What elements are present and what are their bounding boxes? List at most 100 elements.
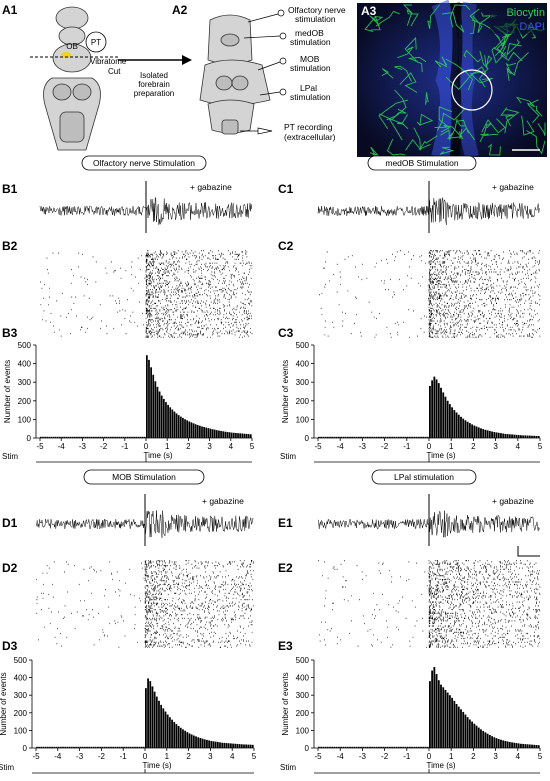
stim-indicator: Stim (2, 452, 252, 463)
title-mob: MOB Stimulation (112, 472, 176, 482)
baseline-bar (51, 746, 54, 748)
biocytin-fiber (439, 146, 455, 155)
histogram-bar (182, 729, 184, 748)
baseline-bar (426, 746, 429, 748)
biocytin-fiber (407, 56, 427, 73)
histogram-bar (238, 744, 241, 748)
baseline-bar (143, 436, 146, 438)
baseline-bar (406, 746, 409, 748)
baseline-bar (40, 436, 42, 438)
histogram-bar (491, 431, 493, 438)
histogram-bar (166, 714, 169, 748)
baseline-bar (344, 746, 347, 748)
y-axis-label: Number of events (281, 672, 290, 735)
histogram-bar (528, 744, 531, 748)
biocytin-fiber (463, 49, 481, 63)
baseline-bar (68, 746, 71, 748)
histogram-bar (232, 432, 235, 438)
biocytin-fiber (438, 106, 453, 133)
histogram-bar (535, 435, 538, 438)
baseline-bar (375, 436, 378, 438)
raster-ticks (40, 250, 253, 338)
arrow-head (182, 55, 192, 65)
baseline-bar (81, 746, 84, 748)
histogram-bar (511, 742, 513, 748)
baseline-bar (93, 436, 95, 438)
pt-marker (61, 52, 71, 58)
stim-label: Stim (2, 452, 18, 461)
baseline-bar (424, 746, 427, 748)
histogram-bar (196, 424, 199, 438)
title-medob: medOB Stimulation (385, 158, 458, 168)
histogram-bar (477, 727, 480, 748)
baseline-bar (46, 436, 49, 438)
histogram-bar (493, 432, 496, 438)
histogram-bar (520, 743, 522, 748)
histogram-bar (220, 430, 222, 438)
baseline-bar (64, 746, 67, 748)
biocytin-fiber (399, 72, 418, 93)
histogram-bar (453, 700, 456, 748)
baseline-bar (369, 746, 371, 748)
histogram-bar (230, 432, 233, 438)
histogram-bar (513, 434, 516, 438)
baseline-bar (400, 436, 402, 438)
histogram-bar (239, 433, 242, 438)
biocytin-fiber (369, 146, 379, 156)
stim-indicator: Stim (0, 763, 254, 774)
x-tick-label: 0 (144, 442, 149, 451)
micrograph-a3 (357, 0, 547, 160)
baseline-bar (411, 746, 414, 748)
histogram-bar (165, 402, 167, 438)
x-tick-label: -3 (79, 442, 87, 451)
y-tick-label: 0 (23, 744, 28, 753)
histogram-bar (495, 738, 498, 748)
label-ob: OB (66, 42, 78, 51)
x-tick-label: 3 (207, 442, 212, 451)
biocytin-fiber (487, 143, 501, 156)
stim-label: Stim (280, 763, 296, 772)
histogram-bar (192, 735, 195, 748)
y-tick-label: 200 (14, 709, 28, 718)
baseline-bar (137, 436, 140, 438)
histogram-bar (203, 739, 206, 748)
title-box-medob (367, 155, 477, 171)
histogram-bar (236, 743, 239, 748)
baseline-bar (420, 436, 422, 438)
histogram-bar (451, 407, 454, 438)
histogram-bar (175, 413, 178, 438)
histogram-bar (500, 739, 502, 748)
histogram-bar (145, 688, 147, 748)
panel-label-a3: A3 (361, 4, 377, 18)
brain-schematic-a1 (43, 6, 101, 151)
histogram-bar (486, 733, 489, 748)
histogram-bar (227, 743, 230, 748)
biocytin-fiber (480, 133, 499, 136)
baseline-bar (122, 436, 125, 438)
y-axis-label: Number of events (0, 672, 8, 735)
raster-ticks (318, 560, 541, 648)
panel-label-c3: C3 (278, 326, 294, 340)
histogram-bar (437, 680, 440, 748)
biocytin-fiber (527, 99, 540, 124)
histogram-bar (243, 744, 245, 748)
histogram-bar (500, 433, 502, 438)
histogram-bar (213, 429, 216, 438)
baseline-bar (42, 746, 45, 748)
histogram-bar (186, 420, 189, 438)
x-axis-label: Time (s) (426, 761, 455, 770)
histogram-bar (504, 740, 507, 748)
x-tick-label: 0 (143, 752, 148, 761)
histogram-bar (506, 741, 509, 748)
histogram-bar (520, 435, 522, 438)
histogram-bar (182, 417, 184, 438)
baseline-bar (353, 746, 356, 748)
baseline-bar (140, 746, 143, 748)
histogram-bar (473, 723, 476, 748)
baseline-bar (324, 436, 327, 438)
baseline-bar (114, 436, 116, 438)
baseline-bar (397, 746, 400, 748)
baseline-bar (99, 746, 101, 748)
biocytin-fiber (537, 122, 546, 136)
biocytin-fiber (406, 9, 419, 27)
